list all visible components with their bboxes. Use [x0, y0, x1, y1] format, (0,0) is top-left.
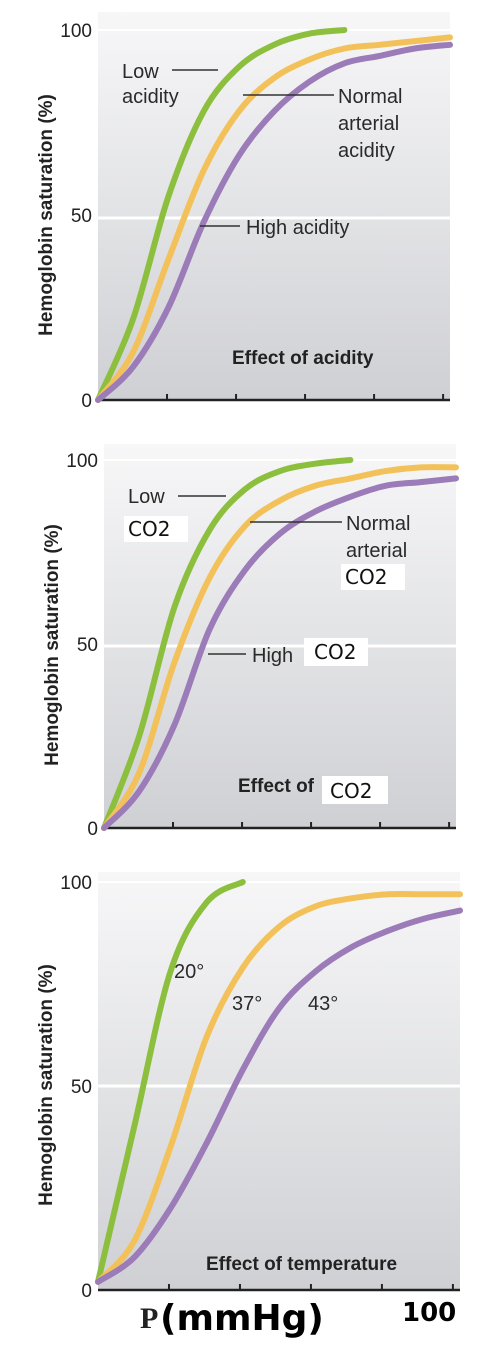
y-axis-label: Hemoglobin saturation (%) [36, 964, 57, 1206]
co2-patch [322, 776, 388, 804]
y-axis-label: Hemoglobin saturation (%) [36, 94, 57, 336]
plot-background [98, 872, 460, 1290]
plot-background [104, 444, 456, 828]
x-axis-max-label: 100 [402, 1298, 457, 1328]
annotation-normal-co2: CO2 [345, 565, 387, 589]
annotation-high: High [252, 645, 293, 667]
co2-patch [341, 564, 405, 590]
annotation-normal: Normal [346, 513, 410, 535]
x-axis-unit: (mmHg) [160, 1298, 324, 1339]
annotation-low-2: acidity [122, 86, 179, 108]
series-line-2 [101, 475, 459, 831]
x-axis-symbol: P [140, 1302, 159, 1335]
chart-title: Effect of acidity [232, 348, 374, 369]
series-line-1 [95, 34, 453, 403]
chart-title: Effect of [238, 776, 315, 797]
chart-title: Effect of temperature [206, 1254, 397, 1275]
series-line-0 [95, 879, 246, 1285]
y-tick-label: 0 [81, 391, 92, 412]
co2-patch [124, 516, 188, 542]
y-tick-label: 50 [77, 635, 98, 656]
y-tick-label: 0 [87, 819, 98, 840]
series-line-0 [101, 457, 354, 831]
annotation-high: High acidity [246, 217, 349, 239]
series-line-1 [101, 464, 459, 831]
series-line-2 [95, 41, 453, 403]
series-line-0 [95, 27, 348, 403]
series-line-2 [95, 907, 463, 1285]
annotation-low: Low [122, 61, 159, 83]
y-axis-label: Hemoglobin saturation (%) [42, 524, 63, 766]
y-tick-label: 100 [60, 873, 92, 894]
annotation-37: 37° [232, 993, 262, 1015]
x-axis-label: P (mmHg) 100 [140, 1298, 480, 1356]
annotation-low: Low [128, 486, 165, 508]
chart-title-co2: CO2 [330, 779, 372, 803]
y-tick-label: 100 [66, 451, 98, 472]
annotation-low-co2: CO2 [128, 517, 170, 541]
annotation-normal: Normal [338, 86, 402, 108]
annotation-20: 20° [174, 961, 204, 983]
co2-patch [304, 638, 368, 666]
y-tick-label: 100 [60, 21, 92, 42]
y-tick-label: 0 [81, 1281, 92, 1300]
annotation-43: 43° [308, 993, 338, 1015]
annotation-normal-3: acidity [338, 140, 395, 162]
chart-acidity: 100 50 0 Hemoglobin saturation (%) Low aci… [36, 12, 453, 412]
y-tick-label: 50 [71, 206, 92, 227]
annotation-normal-2: arterial [338, 113, 399, 135]
annotation-high-co2: CO2 [314, 640, 356, 664]
annotation-normal-2: arterial [346, 540, 407, 562]
chart-co2: 100 50 0 Hemoglobin saturation (%) Low CO2… [42, 444, 459, 840]
series-line-1 [95, 890, 463, 1285]
chart-temperature: 100 50 0 Hemoglobin saturation (%) 20° 37°… [36, 872, 463, 1300]
y-tick-label: 50 [71, 1077, 92, 1098]
